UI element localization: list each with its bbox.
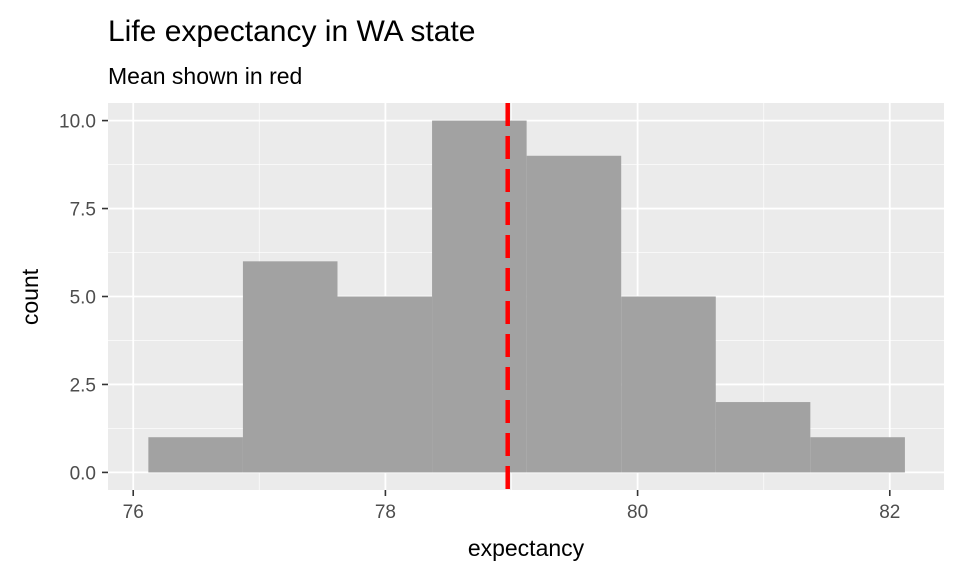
x-tick-label: 78: [375, 502, 396, 523]
y-tick-label: 10.0: [59, 112, 96, 133]
y-tick-label: 5.0: [70, 288, 96, 309]
y-tick-label: 7.5: [70, 200, 96, 221]
histogram-bars: [148, 120, 905, 473]
x-axis-title: expectancy: [468, 535, 585, 561]
x-tick-label: 76: [123, 502, 144, 523]
histogram-bar: [432, 120, 527, 473]
x-tick-label: 82: [879, 502, 900, 523]
x-tick-label: 80: [627, 502, 648, 523]
histogram-bar: [337, 296, 433, 473]
histogram-bar: [242, 261, 338, 473]
chart-subtitle: Mean shown in red: [108, 63, 302, 89]
histogram-bar: [526, 155, 622, 473]
histogram-bar: [148, 437, 243, 473]
histogram-bar: [715, 402, 811, 473]
chart-title: Life expectancy in WA state: [108, 15, 475, 48]
y-axis-title: count: [17, 268, 43, 325]
x-axis: 76 78 80 82: [123, 490, 900, 523]
y-tick-label: 0.0: [70, 463, 96, 484]
histogram-bar: [621, 296, 716, 473]
y-tick-label: 2.5: [70, 375, 96, 396]
histogram-bar: [810, 437, 905, 473]
y-axis: 0.0 2.5 5.0 7.5 10.0: [59, 112, 108, 484]
